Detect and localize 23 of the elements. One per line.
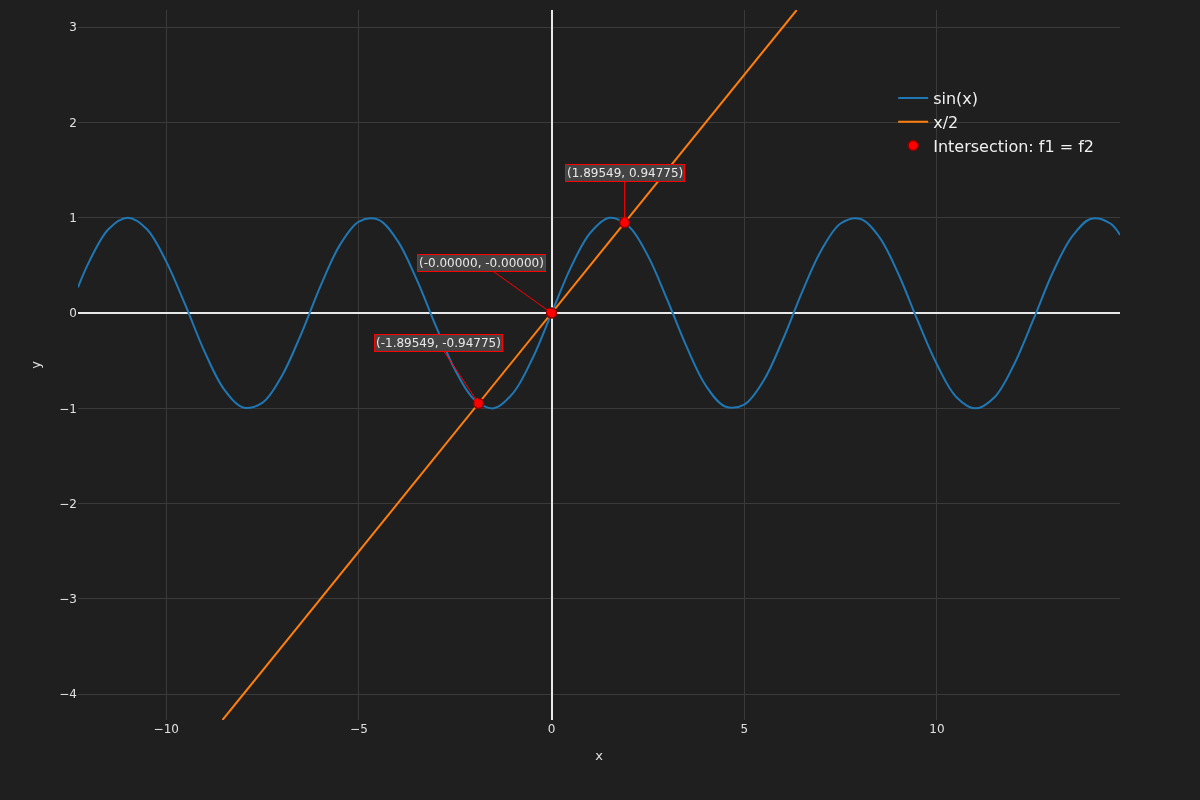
x-tick-label: 5 <box>740 722 749 736</box>
x-tick-label: −5 <box>350 722 368 736</box>
annotation: (1.89549, 0.94775) <box>567 166 684 180</box>
point <box>618 216 631 229</box>
legend-label: x/2 <box>933 112 959 132</box>
x-tick-label: 10 <box>929 722 945 736</box>
y-tick-label: −3 <box>59 592 77 607</box>
legend-label: sin(x) <box>933 89 979 109</box>
legend-label: Intersection: f1 = f2 <box>933 136 1095 156</box>
annotation: (-0.00000, -0.00000) <box>419 256 544 270</box>
y-tick-label: −4 <box>59 687 77 702</box>
y-axis-title: y <box>28 360 44 369</box>
y-tick-label: 0 <box>69 306 77 321</box>
x-tick-label: −10 <box>153 722 179 736</box>
y-tick-label: 2 <box>69 115 77 130</box>
y-tick-label: −1 <box>59 401 77 416</box>
y-tick-label: −2 <box>59 496 77 511</box>
y-tick-label: 1 <box>69 210 77 225</box>
x-axis-title: x <box>595 747 604 763</box>
y-tick-label: 3 <box>69 20 77 35</box>
line-series <box>78 216 1120 410</box>
x-tick-label: 0 <box>547 722 556 736</box>
annotation: (-1.89549, -0.94775) <box>376 336 501 350</box>
